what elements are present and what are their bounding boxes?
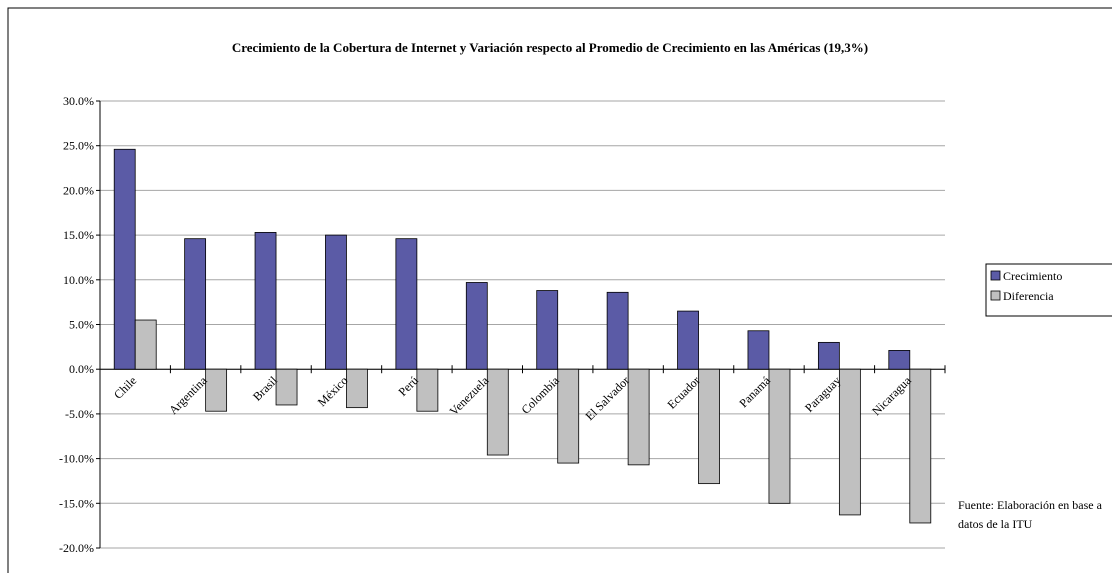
y-tick-label: 15.0% bbox=[63, 228, 94, 242]
bar bbox=[747, 330, 770, 370]
bar bbox=[627, 368, 650, 466]
bar bbox=[838, 368, 861, 516]
bar bbox=[254, 232, 277, 370]
legend-swatch bbox=[990, 290, 1001, 301]
y-tick-label: 0.0% bbox=[69, 362, 94, 376]
bar bbox=[486, 368, 509, 456]
legend-label: Crecimiento bbox=[1003, 269, 1062, 283]
bar bbox=[768, 368, 791, 504]
y-tick-label: -15.0% bbox=[59, 496, 94, 510]
bar bbox=[698, 368, 720, 485]
bar bbox=[205, 368, 228, 412]
y-tick-label: 25.0% bbox=[63, 139, 94, 153]
y-tick-label: -20.0% bbox=[59, 541, 94, 555]
y-tick-label: 10.0% bbox=[63, 273, 94, 287]
y-tick-label: -10.0% bbox=[59, 452, 94, 466]
legend-label: Diferencia bbox=[1003, 289, 1054, 303]
y-tick-label: 5.0% bbox=[69, 318, 94, 332]
source-note: Fuente: Elaboración en base a datos de l… bbox=[958, 498, 1102, 531]
bar bbox=[817, 341, 840, 370]
bar bbox=[909, 368, 932, 524]
bar bbox=[557, 368, 580, 464]
bar bbox=[184, 238, 207, 370]
bar bbox=[346, 368, 368, 409]
bar bbox=[275, 368, 298, 406]
bar bbox=[134, 319, 157, 370]
bar bbox=[465, 282, 488, 370]
chart-frame bbox=[7, 7, 1112, 573]
bar bbox=[606, 291, 629, 370]
bar bbox=[395, 238, 418, 370]
bar bbox=[325, 234, 347, 370]
bar bbox=[888, 350, 911, 370]
legend-swatch bbox=[990, 270, 1001, 281]
bar bbox=[113, 148, 136, 370]
y-tick-label: -5.0% bbox=[65, 407, 94, 421]
chart-title: Crecimiento de la Cobertura de Internet … bbox=[231, 40, 869, 55]
bar bbox=[677, 310, 699, 370]
legend-box bbox=[985, 263, 1112, 317]
y-tick-label: 30.0% bbox=[63, 94, 94, 108]
bar bbox=[416, 368, 439, 412]
y-tick-label: 20.0% bbox=[63, 183, 94, 197]
bar bbox=[536, 290, 559, 370]
